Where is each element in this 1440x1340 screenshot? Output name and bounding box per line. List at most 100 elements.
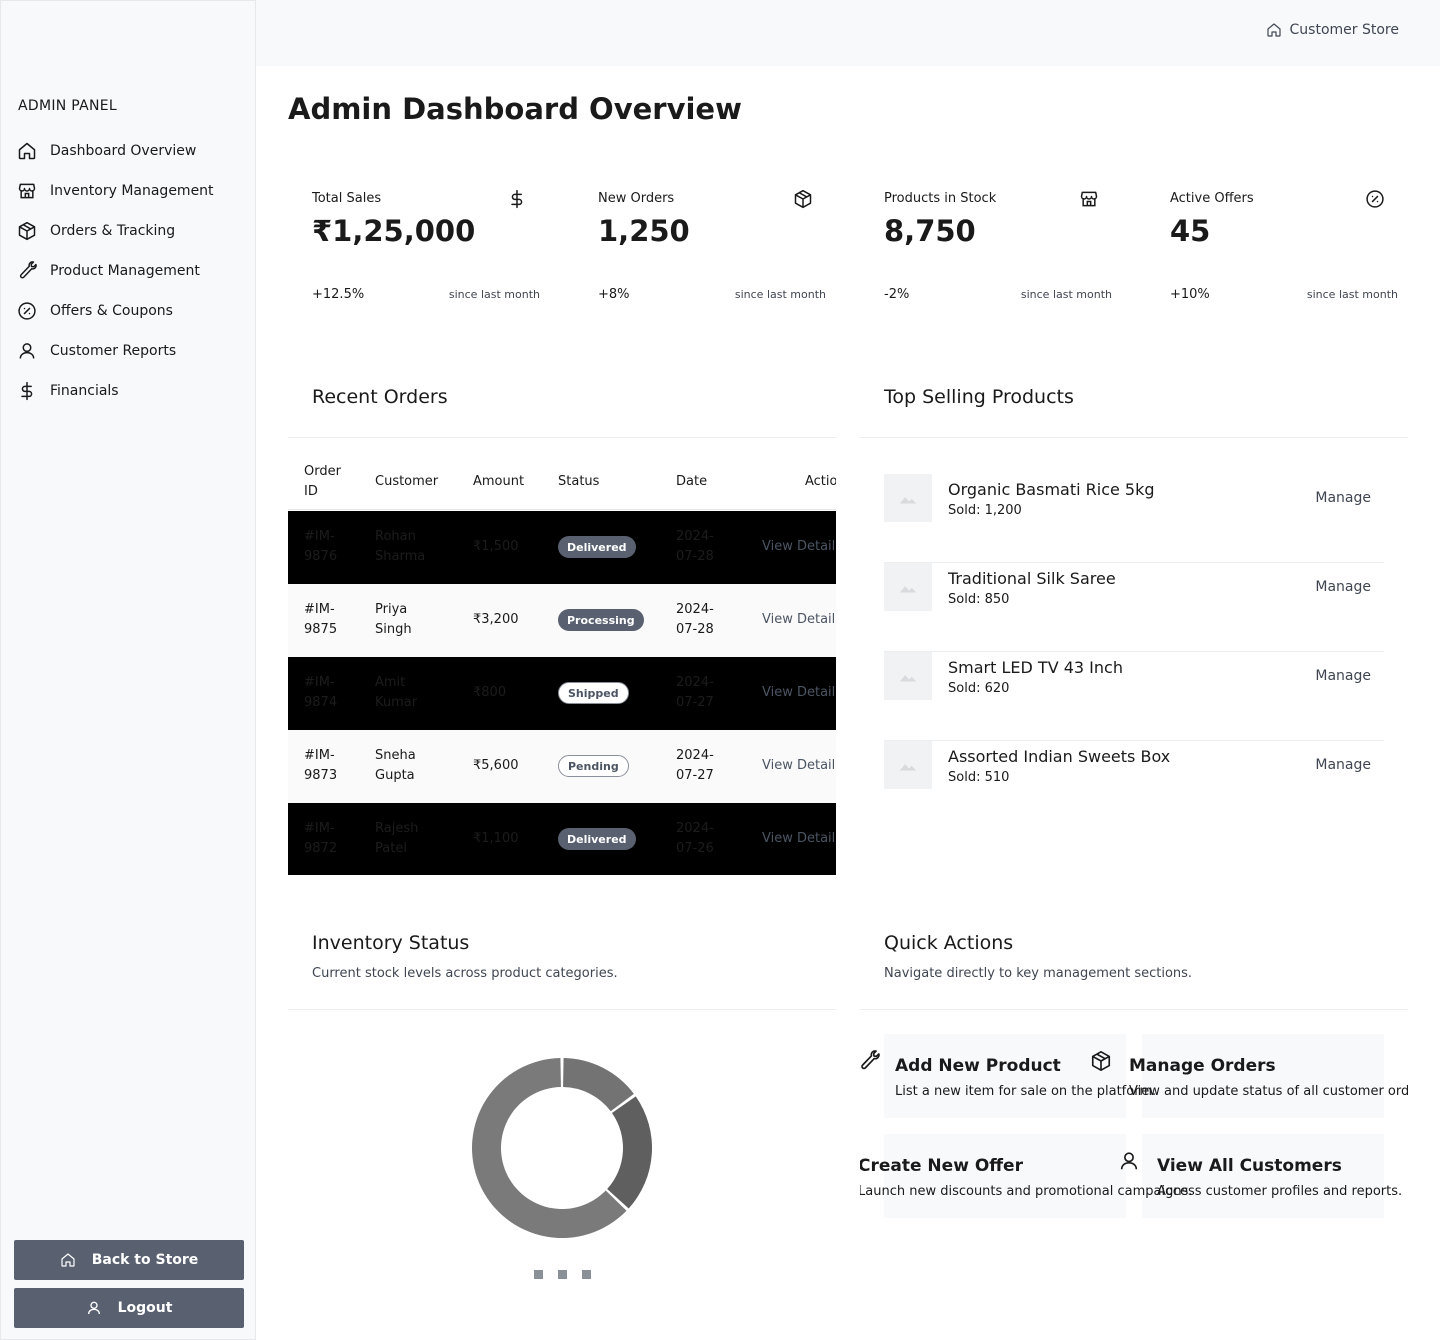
recent-orders-title: Recent Orders xyxy=(312,386,448,408)
image-icon xyxy=(897,576,919,598)
package-icon xyxy=(17,221,37,241)
home-icon xyxy=(1266,22,1282,38)
sidebar-item-label: Orders & Tracking xyxy=(50,223,176,239)
top-bar: Customer Store xyxy=(256,0,1440,66)
column-header: Actions xyxy=(805,474,836,489)
sidebar-item-inventory[interactable]: Inventory Management xyxy=(17,171,214,211)
home-icon xyxy=(60,1252,76,1268)
order-id: #IM-9872 xyxy=(304,821,338,856)
user-icon xyxy=(17,341,37,361)
quick-action-tile[interactable] xyxy=(1142,1134,1384,1218)
status-badge: Shipped xyxy=(558,682,629,704)
sidebar-item-customers[interactable]: Customer Reports xyxy=(17,331,214,371)
manage-button[interactable]: Manage xyxy=(1315,579,1371,595)
view-details-link[interactable]: View Details xyxy=(762,685,836,700)
stat-since: since last month xyxy=(448,288,540,301)
action-title: Add New Product xyxy=(895,1056,1061,1076)
stat-card-total-sales: Total Sales ₹1,25,000 +12.5% since last … xyxy=(288,185,540,325)
order-customer: Priya Singh xyxy=(375,602,412,637)
status-badge: Pending xyxy=(558,755,629,777)
list-item: Assorted Indian Sweets Box Sold: 510 Man… xyxy=(884,741,1384,830)
action-title: Create New Offer xyxy=(860,1156,1023,1176)
manage-button[interactable]: Manage xyxy=(1315,668,1371,684)
sidebar-item-offers[interactable]: Offers & Coupons xyxy=(17,291,214,331)
sidebar-item-dashboard[interactable]: Dashboard Overview xyxy=(17,131,214,171)
view-details-link[interactable]: View Details xyxy=(762,612,836,627)
order-id: #IM-9875 xyxy=(304,602,338,637)
package-icon xyxy=(1090,1050,1112,1072)
back-to-store-button[interactable]: Back to Store xyxy=(14,1240,244,1280)
order-amount: ₹1,100 xyxy=(473,831,519,846)
action-description: List a new item for sale on the platform… xyxy=(895,1084,1157,1099)
divider xyxy=(288,437,836,438)
top-products-title: Top Selling Products xyxy=(884,386,1074,408)
manage-button[interactable]: Manage xyxy=(1315,757,1371,773)
wrench-icon xyxy=(860,1050,880,1072)
stat-card-new-orders: New Orders 1,250 +8% since last month xyxy=(574,185,826,325)
donut-slice xyxy=(607,1096,652,1209)
quick-actions-subtitle: Navigate directly to key management sect… xyxy=(884,966,1193,981)
product-sold: Sold: 1,200 xyxy=(948,503,1022,518)
sidebar: ADMIN PANEL Dashboard Overview Inventory… xyxy=(0,0,256,1340)
stat-since: since last month xyxy=(1306,288,1398,301)
stat-card-active-offers: Active Offers 45 +10% since last month xyxy=(1146,185,1398,325)
list-item: Smart LED TV 43 Inch Sold: 620 Manage xyxy=(884,652,1384,741)
sidebar-item-label: Inventory Management xyxy=(50,183,214,199)
stat-card-products-in-stock: Products in Stock 8,750 -2% since last m… xyxy=(860,185,1112,325)
sidebar-item-label: Customer Reports xyxy=(50,343,177,359)
product-thumbnail xyxy=(884,474,932,522)
order-customer: Rohan Sharma xyxy=(375,529,426,564)
quick-actions-grid: Add New Product List a new item for sale… xyxy=(860,1030,1408,1230)
order-amount: ₹800 xyxy=(473,685,507,700)
order-id: #IM-9873 xyxy=(304,748,338,783)
add-product-action[interactable]: Add New Product List a new item for sale… xyxy=(895,1056,1156,1099)
stat-since: since last month xyxy=(1020,288,1112,301)
percent-icon xyxy=(1365,189,1385,209)
image-icon xyxy=(897,754,919,776)
customer-store-link[interactable]: Customer Store xyxy=(1266,22,1399,38)
sidebar-item-products[interactable]: Product Management xyxy=(17,251,214,291)
action-description: View and update status of all customer o… xyxy=(1129,1084,1408,1099)
view-details-link[interactable]: View Details xyxy=(762,831,836,846)
panel-title: ADMIN PANEL xyxy=(18,98,118,114)
view-details-link[interactable]: View Details xyxy=(762,539,836,554)
logout-button[interactable]: Logout xyxy=(14,1288,244,1328)
sidebar-item-orders[interactable]: Orders & Tracking xyxy=(17,211,214,251)
user-icon xyxy=(1118,1150,1140,1172)
order-date: 2024-07-26 xyxy=(676,821,714,856)
view-customers-action[interactable]: View All Customers Access customer profi… xyxy=(1157,1156,1402,1199)
table-row: #IM-9874 Amit Kumar ₹800 Shipped 2024-07… xyxy=(288,657,836,730)
manage-button[interactable]: Manage xyxy=(1315,490,1371,506)
package-icon xyxy=(793,189,813,209)
stat-since: since last month xyxy=(734,288,826,301)
product-sold: Sold: 620 xyxy=(948,681,1010,696)
product-name: Traditional Silk Saree xyxy=(948,569,1116,588)
logout-label: Logout xyxy=(117,1300,173,1316)
column-header: Customer xyxy=(375,474,439,489)
order-date: 2024-07-28 xyxy=(676,529,714,564)
stat-value: ₹1,25,000 xyxy=(312,214,476,248)
quick-action-tile[interactable] xyxy=(1142,1034,1384,1118)
sidebar-item-label: Product Management xyxy=(50,263,200,279)
inventory-donut-chart xyxy=(472,1058,652,1238)
order-customer: Rajesh Patel xyxy=(375,821,419,856)
column-header: Date xyxy=(676,474,708,489)
stat-change: +8% xyxy=(598,287,630,302)
order-customer: Amit Kumar xyxy=(375,675,418,710)
view-details-link[interactable]: View Details xyxy=(762,758,836,773)
quick-action-tile[interactable] xyxy=(884,1134,1126,1218)
table-row: #IM-9876 Rohan Sharma ₹1,500 Delivered 2… xyxy=(288,511,836,584)
divider xyxy=(288,1009,836,1010)
table-row: #IM-9872 Rajesh Patel ₹1,100 Delivered 2… xyxy=(288,803,836,875)
column-header: Amount xyxy=(473,474,525,489)
sidebar-item-financials[interactable]: Financials xyxy=(17,371,214,411)
create-offer-action[interactable]: Create New Offer Launch new discounts an… xyxy=(860,1156,1193,1199)
product-sold: Sold: 850 xyxy=(948,592,1010,607)
product-sold: Sold: 510 xyxy=(948,770,1010,785)
sidebar-item-label: Offers & Coupons xyxy=(50,303,173,319)
order-customer: Sneha Gupta xyxy=(375,748,416,783)
quick-actions-title: Quick Actions xyxy=(884,932,1014,954)
manage-orders-action[interactable]: Manage Orders View and update status of … xyxy=(1129,1056,1408,1099)
quick-action-tile[interactable] xyxy=(884,1034,1126,1118)
sidebar-nav: Dashboard Overview Inventory Management … xyxy=(17,131,214,411)
